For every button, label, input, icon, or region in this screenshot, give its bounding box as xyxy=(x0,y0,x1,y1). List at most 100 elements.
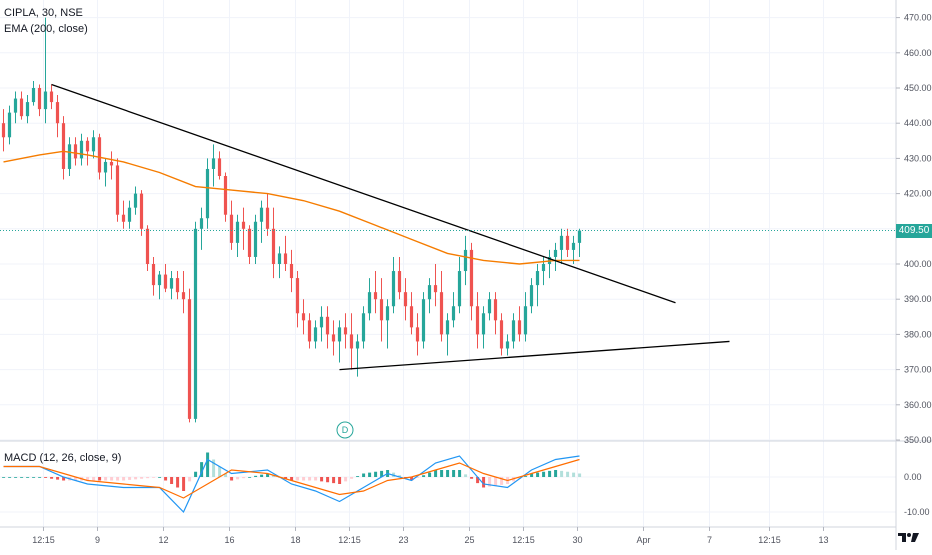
candle-body[interactable] xyxy=(343,327,348,335)
candle-body[interactable] xyxy=(181,292,186,300)
candle-body[interactable] xyxy=(121,214,126,222)
candle-body[interactable] xyxy=(55,102,60,124)
candle-body[interactable] xyxy=(469,249,474,307)
candle-body[interactable] xyxy=(487,299,492,314)
candle-body[interactable] xyxy=(439,292,444,335)
candle-body[interactable] xyxy=(349,334,354,349)
dividend-marker[interactable] xyxy=(336,421,354,439)
candle-body[interactable] xyxy=(463,249,468,272)
candle-body[interactable] xyxy=(199,218,204,229)
candle-body[interactable] xyxy=(577,230,582,243)
candle-body[interactable] xyxy=(25,102,30,117)
candle-body[interactable] xyxy=(385,306,390,321)
candle-body[interactable] xyxy=(235,221,240,243)
candle-body[interactable] xyxy=(313,327,318,342)
candle-body[interactable] xyxy=(67,144,72,169)
candle-body[interactable] xyxy=(319,316,324,328)
candle-body[interactable] xyxy=(217,158,222,176)
trendline-upper[interactable] xyxy=(51,83,676,304)
candle-body[interactable] xyxy=(415,327,420,342)
candle-body[interactable] xyxy=(445,320,450,335)
candle-body[interactable] xyxy=(421,299,426,342)
candle-body[interactable] xyxy=(295,278,300,314)
candle-body[interactable] xyxy=(97,137,102,173)
trendline-lower[interactable] xyxy=(339,340,730,371)
candle-body[interactable] xyxy=(49,91,54,103)
candle-body[interactable] xyxy=(553,249,558,257)
candle-body[interactable] xyxy=(31,88,36,103)
candle-body[interactable] xyxy=(427,285,432,300)
candle-body[interactable] xyxy=(355,341,360,349)
candle-body[interactable] xyxy=(433,285,438,293)
macd-signal-line[interactable] xyxy=(3,458,580,499)
ema-legend[interactable]: EMA (200, close) xyxy=(4,23,88,35)
candle-body[interactable] xyxy=(85,140,90,152)
candle-body[interactable] xyxy=(337,327,342,342)
candle-body[interactable] xyxy=(481,313,486,335)
candle-body[interactable] xyxy=(289,264,294,279)
candle-body[interactable] xyxy=(517,320,522,335)
candle-body[interactable] xyxy=(169,278,174,289)
candle-body[interactable] xyxy=(61,123,66,169)
candle-body[interactable] xyxy=(535,271,540,286)
candle-body[interactable] xyxy=(379,299,384,321)
candle-body[interactable] xyxy=(7,112,12,138)
candle-body[interactable] xyxy=(115,165,120,215)
candle-body[interactable] xyxy=(13,98,18,113)
candle-body[interactable] xyxy=(475,306,480,335)
candle-body[interactable] xyxy=(529,285,534,307)
candle-body[interactable] xyxy=(103,161,108,173)
candle-body[interactable] xyxy=(511,320,516,342)
candle-body[interactable] xyxy=(253,221,258,257)
candle-body[interactable] xyxy=(271,228,276,264)
candle-body[interactable] xyxy=(91,137,96,152)
candle-body[interactable] xyxy=(325,316,330,335)
candle-body[interactable] xyxy=(559,235,564,250)
candle-body[interactable] xyxy=(151,264,156,286)
candle-body[interactable] xyxy=(403,292,408,307)
candle-body[interactable] xyxy=(19,98,24,117)
candle-body[interactable] xyxy=(133,193,138,208)
candle-body[interactable] xyxy=(193,228,198,419)
ema-200-line[interactable] xyxy=(3,150,580,265)
candle-body[interactable] xyxy=(145,228,150,264)
candle-body[interactable] xyxy=(523,306,528,335)
candle-body[interactable] xyxy=(43,91,48,110)
candle-body[interactable] xyxy=(391,271,396,307)
candle-body[interactable] xyxy=(565,235,570,250)
macd-line[interactable] xyxy=(3,455,580,514)
symbol-title[interactable]: CIPLA, 30, NSE xyxy=(4,7,83,19)
candle-body[interactable] xyxy=(397,271,402,293)
candle-body[interactable] xyxy=(223,176,228,215)
candle-body[interactable] xyxy=(259,207,264,222)
candle-body[interactable] xyxy=(79,140,84,159)
candle-body[interactable] xyxy=(247,228,252,257)
candle-body[interactable] xyxy=(127,207,132,222)
candle-body[interactable] xyxy=(211,158,216,169)
candle-body[interactable] xyxy=(205,168,210,219)
candle-body[interactable] xyxy=(499,320,504,349)
candle-body[interactable] xyxy=(163,274,168,289)
candle-body[interactable] xyxy=(241,221,246,229)
candle-body[interactable] xyxy=(493,299,498,321)
candle-body[interactable] xyxy=(37,88,42,110)
candle-body[interactable] xyxy=(265,207,270,229)
candle-body[interactable] xyxy=(139,193,144,229)
macd-legend[interactable]: MACD (12, 26, close, 9) xyxy=(4,452,122,464)
candle-body[interactable] xyxy=(175,278,180,293)
candle-body[interactable] xyxy=(187,299,192,419)
candle-body[interactable] xyxy=(73,144,78,159)
candle-body[interactable] xyxy=(301,313,306,321)
candle-body[interactable] xyxy=(157,274,162,286)
candle-body[interactable] xyxy=(409,306,414,328)
candle-body[interactable] xyxy=(505,341,510,349)
candle-body[interactable] xyxy=(109,161,114,166)
candle-body[interactable] xyxy=(229,214,234,243)
candle-body[interactable] xyxy=(283,253,288,264)
candle-body[interactable] xyxy=(367,292,372,314)
candle-body[interactable] xyxy=(541,264,546,272)
candle-body[interactable] xyxy=(457,271,462,307)
candle-body[interactable] xyxy=(451,306,456,321)
